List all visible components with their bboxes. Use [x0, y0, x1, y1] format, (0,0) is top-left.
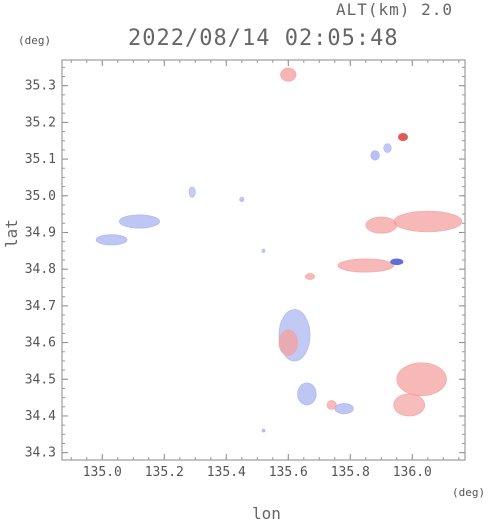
- echo-patch: [337, 258, 395, 273]
- y-tick-label: 34.4: [25, 409, 56, 424]
- y-tick-label: 35.1: [25, 152, 56, 167]
- echo-patch: [393, 393, 426, 417]
- echo-patch: [396, 362, 447, 397]
- tick-layer: 135.0 135.2 135.4 135.6 135.8 136.0 34.3 34.4 34…: [25, 60, 465, 480]
- echo-patch: [239, 196, 245, 203]
- echo-patch: [397, 132, 409, 142]
- echo-patch: [118, 214, 161, 229]
- echo-patch: [261, 248, 266, 254]
- y-tick-label: 34.3: [25, 446, 56, 461]
- y-axis-unit: (deg): [18, 34, 52, 47]
- altitude-label: ALT(km) 2.0: [336, 0, 453, 19]
- echo-patch: [370, 150, 380, 161]
- echo-patch: [383, 143, 392, 153]
- y-tick-label: 35.3: [25, 79, 56, 94]
- echo-patch: [188, 186, 196, 198]
- timestamp-label: 2022/08/14 02:05:48: [128, 26, 399, 51]
- echo-patch: [326, 400, 337, 410]
- y-tick-label: 34.6: [25, 336, 56, 351]
- echo-patch: [390, 258, 404, 266]
- echo-patch: [334, 403, 354, 415]
- x-tick-label: 135.0: [83, 465, 122, 480]
- x-tick-label: 135.2: [145, 465, 184, 480]
- echo-patch: [95, 234, 128, 246]
- y-tick-label: 35.0: [25, 189, 56, 204]
- echo-patch: [365, 216, 398, 234]
- echo-patch: [261, 428, 266, 433]
- x-axis-label: lon: [252, 504, 281, 523]
- x-tick-label: 135.4: [207, 465, 246, 480]
- x-axis-unit: (deg): [452, 486, 486, 499]
- y-tick-label: 34.9: [25, 225, 56, 240]
- y-tick-label: 34.7: [25, 299, 56, 314]
- echo-layer: [95, 67, 463, 433]
- echo-patch: [278, 329, 299, 356]
- y-tick-label: 35.2: [25, 115, 56, 130]
- x-tick-label: 135.6: [269, 465, 308, 480]
- y-tick-label: 34.8: [25, 262, 56, 277]
- echo-patch: [297, 382, 317, 406]
- echo-patch: [280, 67, 297, 82]
- x-tick-label: 135.8: [331, 465, 370, 480]
- echo-patch: [393, 210, 463, 233]
- echo-patch: [304, 273, 316, 280]
- y-tick-label: 34.5: [25, 372, 56, 387]
- x-tick-label: 136.0: [393, 465, 432, 480]
